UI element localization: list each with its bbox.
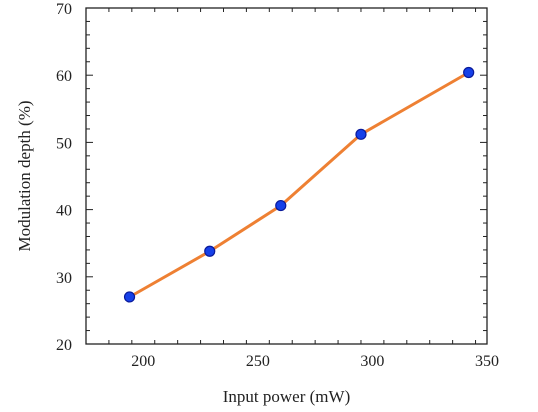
y-axis-title: Modulation depth (%) bbox=[15, 100, 34, 251]
data-point bbox=[275, 199, 287, 212]
x-tick-label: 300 bbox=[360, 353, 384, 370]
plot-frame bbox=[85, 7, 488, 345]
data-point bbox=[204, 245, 216, 257]
x-tick-label: 250 bbox=[246, 353, 270, 370]
y-tick-label: 70 bbox=[56, 1, 72, 18]
data-point bbox=[463, 66, 475, 79]
y-tick-label: 30 bbox=[56, 270, 72, 287]
data-point bbox=[355, 128, 367, 140]
x-tick-label: 350 bbox=[475, 353, 499, 370]
plot-area-border bbox=[85, 7, 488, 345]
y-tick-label: 60 bbox=[56, 68, 72, 85]
x-axis-title: Input power (mW) bbox=[223, 387, 350, 406]
series-layer bbox=[123, 66, 475, 303]
y-tick-label: 20 bbox=[56, 337, 72, 354]
y-tick-label: 50 bbox=[56, 135, 72, 152]
x-tick-label: 200 bbox=[131, 353, 155, 370]
y-axis-ticks: 20 30 40 50 60 70 bbox=[56, 1, 487, 354]
x-axis-ticks: 200 250 300 350 bbox=[85, 8, 499, 370]
data-point bbox=[123, 291, 136, 303]
series-line bbox=[128, 71, 471, 299]
y-tick-label: 40 bbox=[56, 203, 72, 220]
